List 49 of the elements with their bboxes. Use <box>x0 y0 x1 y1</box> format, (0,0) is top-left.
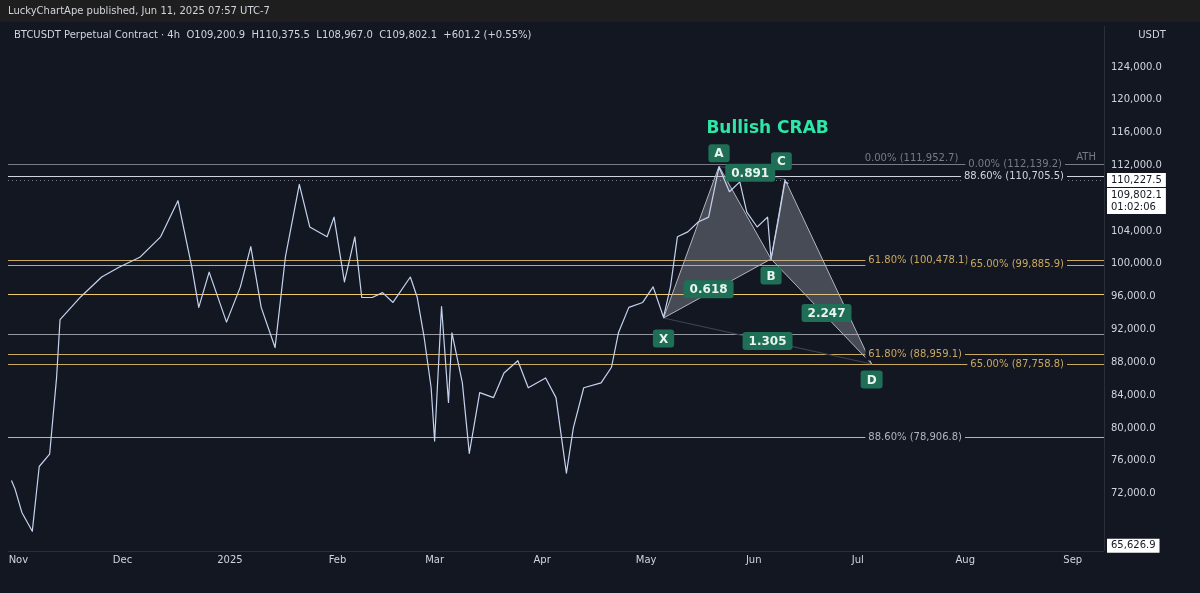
annotation: X <box>658 331 669 346</box>
annotation: B <box>766 268 776 283</box>
y-tick-label: 110,227.5 <box>1111 173 1162 185</box>
annotation: 2.247 <box>807 306 846 321</box>
chart-title: BTCUSDT Perpetual Contract · 4h O109,200.9 H110,375.5 L108,967.0 C109,802.1 +601.2 (+0.55%) <box>14 28 532 40</box>
annotation: 0.618 <box>689 282 728 297</box>
y-tick-label: 65,626.9 <box>1111 539 1156 551</box>
text: Bullish CRAB <box>706 116 829 137</box>
x-tick-label: Mar <box>425 553 445 565</box>
y-axis-title: USDT <box>1138 28 1167 40</box>
ref-line-label: 0.00% (112,139.2) <box>968 157 1063 169</box>
x-tick-label: 2025 <box>217 553 243 565</box>
ref-line-label: 88.60% (110,705.5) <box>964 169 1065 181</box>
y-tick-label: 120,000.0 <box>1111 93 1162 105</box>
y-tick-label: 80,000.0 <box>1111 421 1156 433</box>
annotation: 1.305 <box>748 334 787 349</box>
annotation: D <box>866 372 877 387</box>
ref-line-label: 65.00% (87,758.8) <box>970 357 1065 369</box>
x-tick-label: Apr <box>533 553 552 565</box>
ref-line-label: 61.80% (88,959.1) <box>868 348 963 360</box>
y-tick-label: 116,000.0 <box>1111 126 1162 138</box>
text: LuckyChartApe published, Jun 11, 2025 07:57 UTC-7 <box>8 4 270 16</box>
annotation: ATH <box>1076 150 1096 162</box>
x-tick-label: Jul <box>850 553 864 565</box>
y-tick-label: 100,000.0 <box>1111 257 1162 269</box>
y-tick-label: 124,000.0 <box>1111 60 1162 72</box>
ref-line-label: 65.00% (99,885.9) <box>970 258 1065 270</box>
x-tick-label: Nov <box>8 553 29 565</box>
text: 109,802.1 01:02:06 <box>1111 188 1162 212</box>
x-tick-label: Sep <box>1063 553 1083 565</box>
y-tick-label: 112,000.0 <box>1111 159 1162 171</box>
annotation: A <box>714 146 725 161</box>
y-tick-label: 96,000.0 <box>1111 290 1156 302</box>
y-tick-label: 84,000.0 <box>1111 388 1156 400</box>
y-tick-label: 72,000.0 <box>1111 487 1156 499</box>
x-tick-label: Aug <box>955 553 976 565</box>
annotation: C <box>777 154 787 169</box>
y-tick-label: 104,000.0 <box>1111 224 1162 236</box>
annotation: 0.891 <box>731 165 770 180</box>
x-tick-label: Jun <box>744 553 762 565</box>
ref-line-label: 88.60% (78,906.8) <box>868 430 963 442</box>
y-tick-label: 88,000.0 <box>1111 355 1156 367</box>
ref-line-label: 61.80% (100,478.1) <box>868 253 969 265</box>
x-tick-label: May <box>635 553 657 565</box>
annotation: 0.00% (111,952.7) <box>864 152 959 164</box>
x-tick-label: Feb <box>328 553 347 565</box>
y-tick-label: 76,000.0 <box>1111 454 1156 466</box>
y-tick-label: 92,000.0 <box>1111 323 1156 335</box>
x-tick-label: Dec <box>112 553 133 565</box>
